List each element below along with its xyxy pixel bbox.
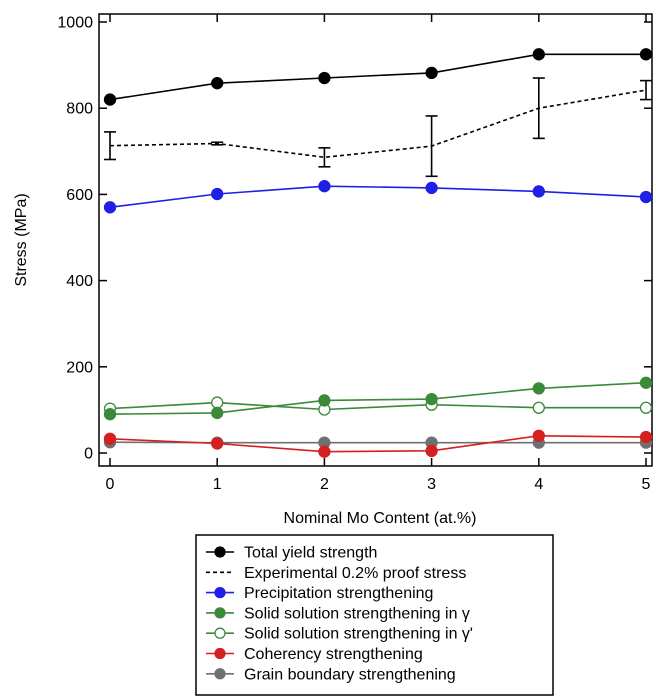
- data-point: [425, 181, 438, 195]
- data-point: [532, 401, 545, 414]
- y-tick-label: 800: [66, 101, 93, 118]
- data-point: [425, 392, 438, 406]
- data-point: [639, 376, 653, 389]
- legend-label: Solid solution strengthening in γ': [244, 626, 473, 643]
- y-tick-label: 200: [66, 359, 93, 376]
- legend-marker: [214, 586, 226, 599]
- x-tick-label: 1: [213, 476, 222, 493]
- legend-marker: [214, 607, 226, 619]
- legend: Total yield strength Experimental 0.2% pr…: [206, 545, 473, 683]
- data-point: [532, 382, 545, 395]
- data-point: [639, 190, 653, 204]
- data-point: [318, 394, 331, 407]
- data-point: [211, 437, 224, 450]
- data-point: [318, 445, 331, 458]
- data-point: [532, 48, 545, 61]
- data-point: [211, 187, 224, 201]
- legend-label: Experimental 0.2% proof stress: [244, 565, 466, 582]
- data-point: [639, 430, 653, 444]
- data-point: [639, 48, 653, 61]
- series-line: [109, 53, 646, 101]
- data-point: [103, 432, 117, 445]
- data-point: [639, 401, 653, 414]
- x-tick-label: 3: [427, 476, 436, 493]
- legend-label: Solid solution strengthening in γ: [244, 605, 470, 622]
- y-tick-label: 400: [66, 273, 93, 290]
- legend-label: Precipitation strengthening: [244, 585, 433, 602]
- plot-area: [98, 13, 653, 467]
- legend-box: [195, 534, 554, 696]
- legend-marker: [214, 546, 226, 558]
- y-tick-label: 1000: [57, 15, 93, 32]
- data-point: [532, 185, 545, 198]
- data-point: [211, 406, 224, 420]
- legend-marker: [214, 668, 226, 680]
- legend-marker: [214, 627, 226, 639]
- x-tick-label: 0: [106, 476, 115, 493]
- legend-label: Grain boundary strengthening: [244, 666, 456, 683]
- data-point: [318, 180, 331, 193]
- data-point: [103, 408, 117, 421]
- axis-ticks: 0 1 2 3 4 5 0 200 400 600 800 1000: [57, 14, 652, 493]
- data-point: [211, 396, 224, 409]
- data-point: [318, 71, 331, 85]
- data-point: [532, 429, 545, 442]
- x-tick-label: 4: [534, 476, 543, 493]
- series-line: [109, 381, 647, 415]
- y-tick-label: 0: [84, 446, 93, 463]
- data-point: [103, 201, 117, 214]
- y-axis-label: Stress (MPa): [13, 193, 30, 286]
- x-tick-label: 2: [320, 476, 329, 493]
- series-line: [109, 401, 646, 411]
- data-point: [425, 444, 438, 457]
- legend-marker: [214, 647, 226, 660]
- data-point: [211, 77, 224, 90]
- series-line: [109, 185, 647, 209]
- legend-label: Coherency strengthening: [244, 646, 423, 663]
- data-point: [425, 66, 438, 80]
- y-tick-label: 600: [66, 187, 93, 204]
- x-tick-label: 5: [642, 476, 651, 493]
- legend-label: Total yield strength: [244, 545, 377, 562]
- series-line: [109, 434, 647, 453]
- data-point: [103, 93, 117, 106]
- x-axis-label: Nominal Mo Content (at.%): [284, 510, 477, 527]
- series-layer: [103, 48, 653, 458]
- series-line: [109, 89, 647, 159]
